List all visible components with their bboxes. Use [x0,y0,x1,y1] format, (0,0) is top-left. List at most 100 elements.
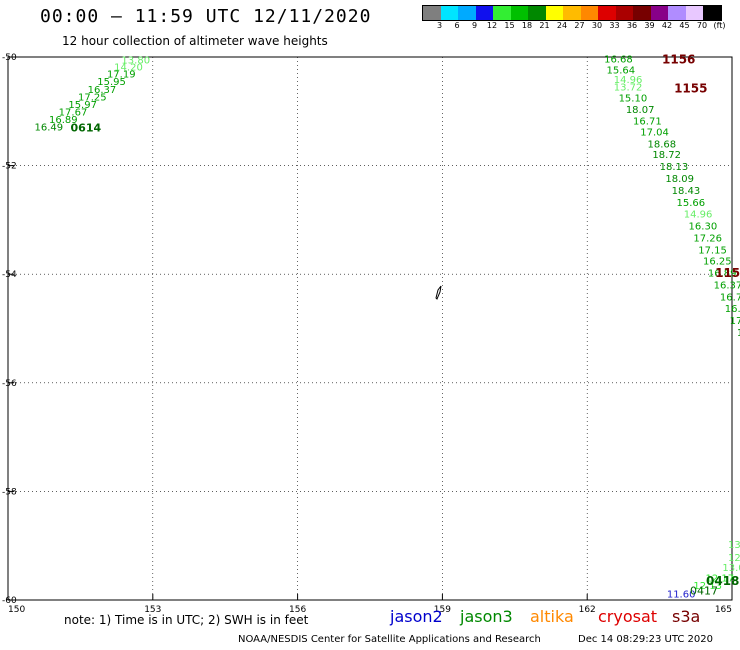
latitude-tick-label: -60 [2,596,17,606]
swh-value: 15.97 [68,100,97,111]
color-swatch [598,6,616,20]
swh-value: 12.57 [728,553,740,564]
pass-time-label: 0417 [690,585,718,598]
color-swatch [545,6,563,20]
swh-value: 17.10 [730,316,740,327]
swh-value: 16.76 [720,292,740,303]
longitude-tick-label: 150 [8,605,25,615]
swh-value: 17.04 [640,128,669,139]
swh-value: 16.46 [725,304,740,315]
color-scale-label: 15 [504,21,515,30]
color-scale-label: 12 [486,21,498,30]
swh-value: 18.09 [665,174,694,185]
swh-value: 18.68 [648,140,677,151]
color-scale-label: 24 [556,21,568,30]
color-scale-label: 36 [626,21,638,30]
swh-value: 17.15 [698,246,727,257]
swh-value: 18.31 [737,328,740,339]
swh-value: 18.43 [672,186,701,197]
longitude-tick-label: 162 [579,605,596,615]
swh-value: 13.72 [614,83,643,94]
generation-timestamp: Dec 14 08:29:23 UTC 2020 [578,634,713,645]
color-scale-label: 42 [661,21,673,30]
swh-value: 16.30 [689,222,718,233]
color-swatch [458,6,476,20]
color-scale-label: 9 [471,21,478,30]
color-swatch [685,6,703,20]
color-scale-label: 45 [679,21,690,30]
swh-value: 13.80 [121,56,150,67]
legend-jason3: jason3 [460,607,513,626]
island-outline [435,285,442,300]
pass-time-label: 1155 [674,81,707,95]
longitude-tick-label: 156 [289,605,306,615]
map-frame [7,56,733,601]
swh-value: 12.17 [705,574,734,585]
color-scale-label: 21 [539,21,550,30]
color-swatch [510,6,528,20]
latitude-tick-label: -54 [2,270,17,280]
color-scale-label: 30 [591,21,603,30]
swh-value: 11.60 [667,589,696,600]
color-scale-label: 70 [696,21,708,30]
swh-value: 15.10 [619,94,648,105]
color-swatch [703,6,721,20]
swh-value: 13.09 [722,563,740,574]
longitude-tick-label: 165 [715,605,732,615]
color-swatch [475,6,493,20]
latitude-tick-label: -58 [2,487,17,497]
color-swatch [615,6,633,20]
swh-value: 16.89 [49,115,78,126]
latitude-tick-label: -52 [2,162,17,172]
footnote: note: 1) Time is in UTC; 2) SWH is in fe… [64,613,309,627]
color-scale-label: 3 [436,21,443,30]
swh-value: 18.13 [660,162,689,173]
map-title: 00:00 – 11:59 UTC 12/11/2020 [40,6,372,27]
swh-value: 16.68 [604,54,633,65]
color-swatch [493,6,511,20]
pass-time-label: 1154 [715,266,740,280]
longitude-tick-label: 153 [144,605,161,615]
swh-value: 17.19 [107,70,136,81]
color-scale-label: 39 [644,21,655,30]
swh-value: 18.72 [652,150,681,161]
pass-time-label: 0418 [706,574,739,588]
color-swatch [563,6,581,20]
color-swatch [423,6,441,20]
swh-value: 15.95 [97,77,126,88]
pass-time-label: 0614 [71,121,102,134]
swh-value: 16.37 [88,85,117,96]
color-swatch [580,6,598,20]
latitude-tick-label: -56 [2,379,17,389]
swh-value: 15.64 [607,65,636,76]
swh-value: 17.67 [59,108,88,119]
swh-value: 16.37 [714,280,740,291]
color-scale-label: 27 [574,21,585,30]
swh-value: 12.13 [693,581,722,592]
legend-altika: altika [530,607,574,626]
color-scale-label: 33 [609,21,620,30]
color-swatch [528,6,546,20]
swh-value: 16.89 [708,268,737,279]
color-swatch [650,6,668,20]
swh-value: 16.71 [633,116,662,127]
swh-value: 15.66 [676,198,705,209]
pass-time-label: 1156 [662,53,695,67]
color-scale-label: 6 [454,21,460,30]
color-swatch [440,6,458,20]
color-scale-bar [422,5,722,21]
color-swatch [668,6,686,20]
latitude-tick-label: -50 [2,53,17,63]
swh-value: 16.25 [703,256,732,267]
swh-value: 17.25 [78,92,107,103]
swh-value: 17.26 [693,234,722,245]
color-scale-label: (ft) [713,21,726,30]
swh-value: 14.20 [114,63,143,74]
swh-value: 13 [728,540,740,551]
color-swatch [633,6,651,20]
swh-value: 16.49 [35,122,64,133]
legend-jason2: jason2 [390,607,443,626]
swh-value: 14.96 [614,75,643,86]
swh-value: 18.07 [626,105,655,116]
